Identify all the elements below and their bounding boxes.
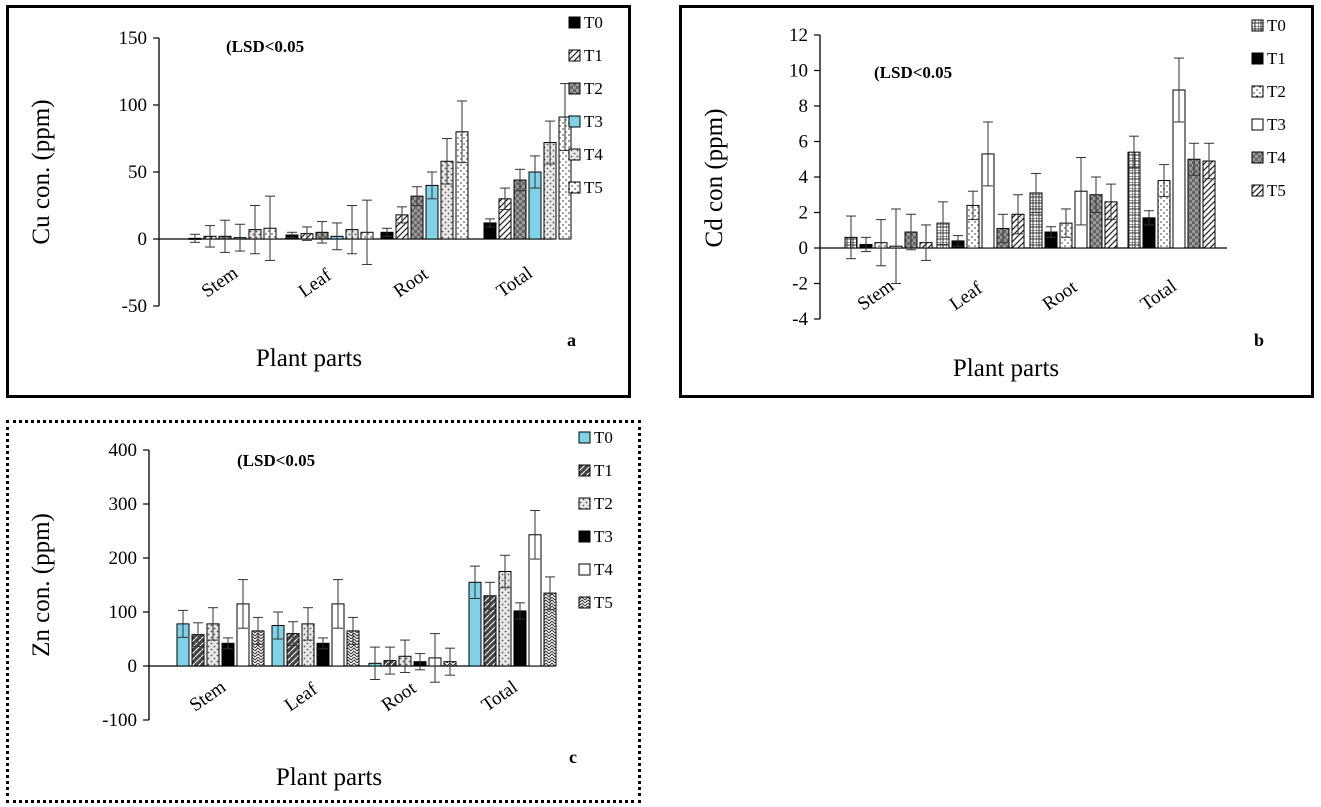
legend-swatch-t5 (568, 181, 581, 194)
y-tick-label: -4 (792, 309, 808, 330)
x-tick-label: Stem (854, 275, 898, 315)
legend-label-t0: T0 (1267, 16, 1286, 35)
legend-label-t1: T1 (1267, 49, 1286, 68)
chart-panel-b: -4 -2 0 2 4 6 8 10 12 Stem Leaf Root Total (LSD<0.05 P… (679, 5, 1314, 398)
lsd-annotation: (LSD<0.05 (874, 63, 952, 82)
legend-swatch-t0 (578, 431, 591, 444)
chart-panel-a: -50 0 50 100 150 Stem Leaf Root Total (LSD<0.05 Pl… (6, 5, 631, 398)
legend-label-t4: T4 (1267, 148, 1286, 167)
x-tick-label: Stem (198, 262, 242, 302)
y-tick-label: 10 (789, 61, 808, 82)
lsd-annotation: (LSD<0.05 (226, 37, 304, 56)
legend-swatch-t3 (1251, 118, 1264, 131)
legend-label-t2: T2 (594, 494, 613, 513)
legend-swatch-t0 (568, 16, 581, 29)
y-axis-title: Cd con (ppm) (701, 109, 728, 248)
y-tick-label: 12 (789, 25, 808, 46)
y-tick-label: -2 (792, 274, 808, 295)
legend-swatch-t2 (1251, 85, 1264, 98)
legend-label-t5: T5 (594, 593, 613, 612)
x-tick-label: Root (378, 677, 421, 716)
legend-swatch-t5 (1251, 184, 1264, 197)
y-tick-label: 2 (799, 203, 809, 224)
legend-label-t1: T1 (584, 46, 603, 65)
y-tick-label: 0 (138, 229, 148, 250)
chart-svg-b: -4 -2 0 2 4 6 8 10 12 Stem Leaf Root Total (LSD<0.05 P… (701, 16, 1286, 382)
legend-label-t3: T3 (594, 527, 613, 546)
y-tick-label: -100 (102, 710, 137, 731)
y-tick-label: -50 (122, 296, 147, 317)
legend-swatch-t3 (568, 115, 581, 128)
y-tick-label: 100 (119, 95, 148, 116)
legend-swatch-t1 (1251, 52, 1264, 65)
y-axis-title: Cu con. (ppm) (28, 99, 55, 244)
legend-label-t4: T4 (594, 560, 613, 579)
x-tick-label: Leaf (295, 265, 336, 303)
legend-label-t4: T4 (584, 145, 603, 164)
y-tick-label: 150 (119, 28, 148, 49)
chart-svg-c: -100 0 100 200 300 400 Stem Leaf Root Total (LSD<0… (28, 428, 613, 791)
x-tick-label: Total (493, 263, 537, 302)
y-tick-label: 400 (109, 440, 138, 461)
x-axis-title: Plant parts (256, 345, 362, 372)
x-axis-title: Plant parts (953, 355, 1059, 382)
legend-label-t0: T0 (594, 428, 613, 447)
x-tick-label: Leaf (946, 278, 987, 316)
legend-label-t3: T3 (1267, 115, 1286, 134)
y-tick-label: 50 (128, 162, 147, 183)
lsd-annotation: (LSD<0.05 (237, 451, 315, 470)
y-tick-label: 0 (128, 656, 138, 677)
y-tick-label: 8 (799, 96, 809, 117)
chart-svg-a: -50 0 50 100 150 Stem Leaf Root Total (LSD<0.05 Pl… (28, 13, 603, 372)
y-tick-label: 300 (109, 494, 138, 515)
legend-swatch-t1 (578, 464, 591, 477)
legend-swatch-t2 (568, 82, 581, 95)
panel-letter: b (1254, 330, 1264, 350)
legend-swatch-t4 (1251, 151, 1264, 164)
legend-label-t1: T1 (594, 461, 613, 480)
legend-label-t5: T5 (1267, 181, 1286, 200)
x-tick-label: Root (390, 263, 433, 302)
y-tick-label: 200 (109, 548, 138, 569)
y-axis-title: Zn con. (ppm) (28, 513, 55, 657)
legend-swatch-t5 (578, 596, 591, 609)
legend-swatch-t3 (578, 530, 591, 543)
y-tick-label: 6 (799, 132, 809, 153)
legend-swatch-t2 (578, 497, 591, 510)
x-tick-label: Leaf (281, 679, 322, 717)
panel-letter: a (567, 330, 576, 350)
chart-panel-c: -100 0 100 200 300 400 Stem Leaf Root Total (LSD<0… (6, 420, 641, 803)
x-tick-label: Total (478, 677, 522, 716)
legend-label-t5: T5 (584, 178, 603, 197)
x-tick-label: Total (1137, 276, 1181, 315)
legend-label-t0: T0 (584, 13, 603, 32)
legend-swatch-t1 (568, 49, 581, 62)
legend-label-t2: T2 (1267, 82, 1286, 101)
legend-swatch-t4 (578, 563, 591, 576)
x-tick-label: Root (1039, 276, 1082, 315)
panel-letter: c (569, 747, 577, 767)
y-tick-label: 4 (799, 167, 809, 188)
y-tick-label: 100 (109, 602, 138, 623)
legend-swatch-t0 (1251, 19, 1264, 32)
x-tick-label: Stem (186, 676, 230, 716)
legend-label-t2: T2 (584, 79, 603, 98)
x-axis-title: Plant parts (276, 764, 382, 791)
legend-swatch-t4 (568, 148, 581, 161)
y-tick-label: 0 (799, 238, 809, 259)
legend-label-t3: T3 (584, 112, 603, 131)
